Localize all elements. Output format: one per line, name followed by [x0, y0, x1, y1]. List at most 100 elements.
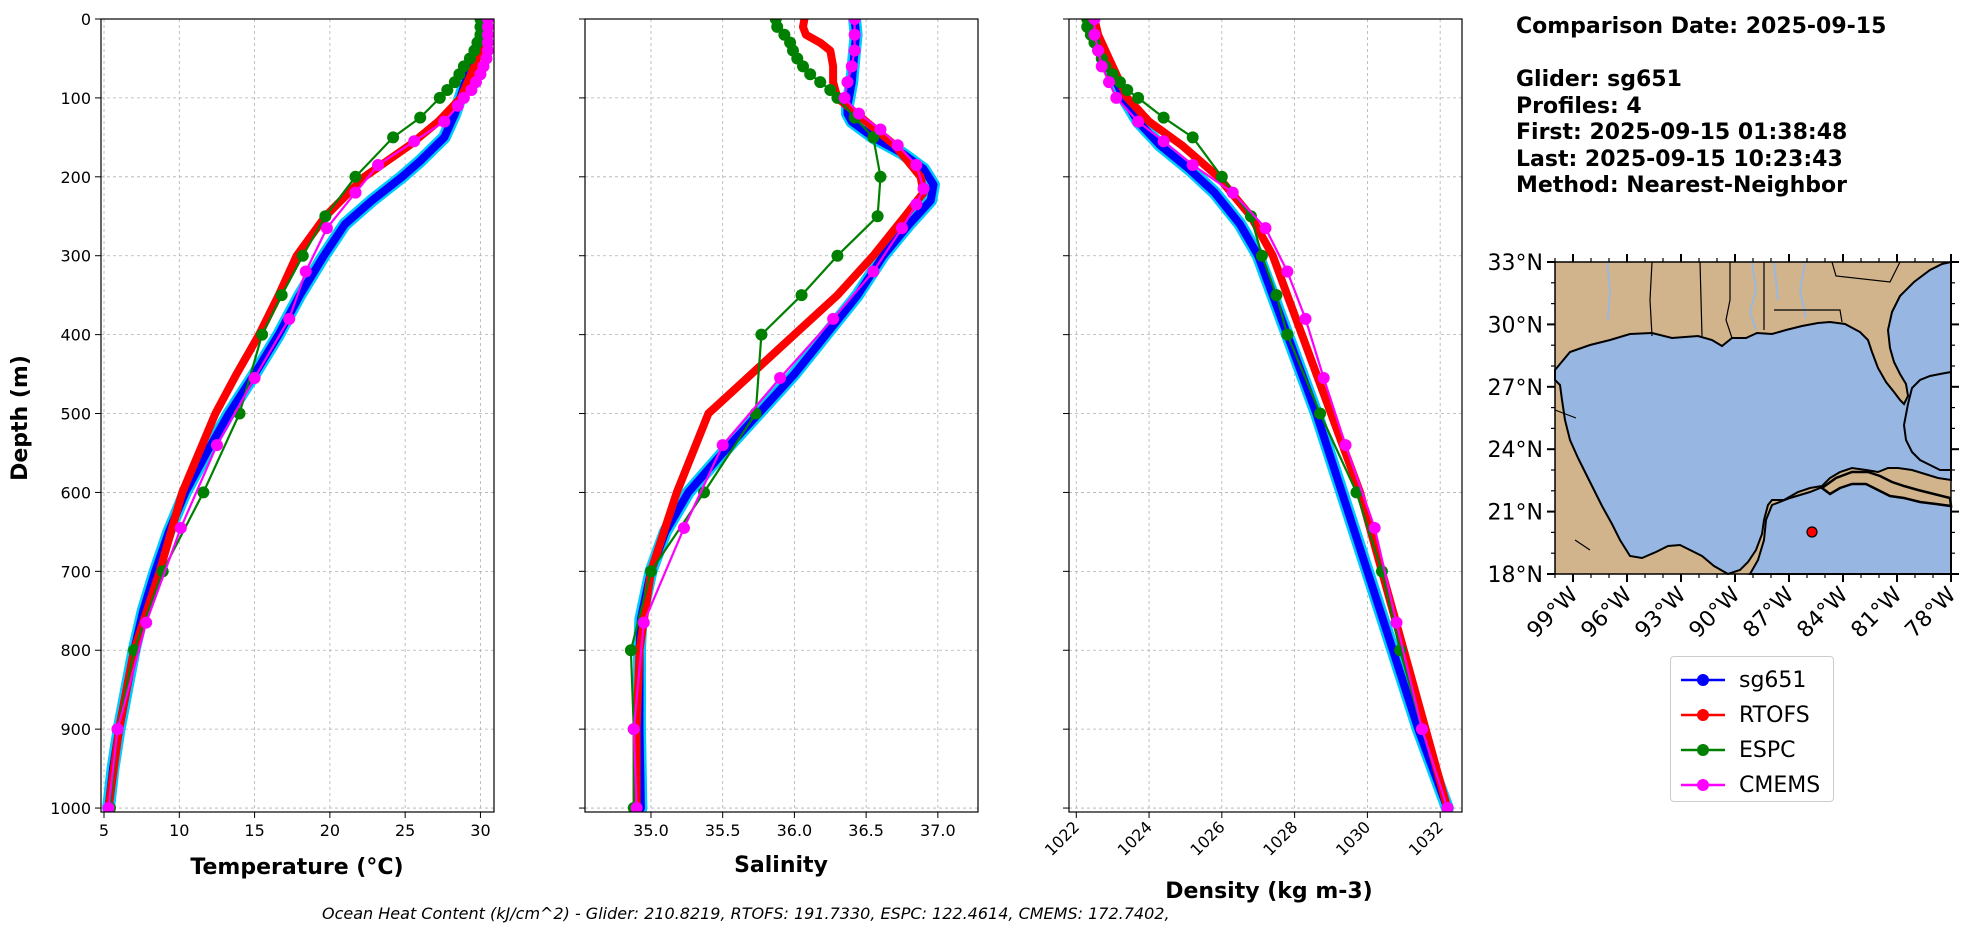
y-tick-label: 300 [60, 247, 91, 266]
x-tick-label: 15 [244, 821, 264, 840]
series-point-espc [874, 170, 887, 183]
y-tick-label: 800 [60, 641, 91, 660]
x-tick-label: 36.0 [777, 821, 813, 840]
map-y-tick-label: 33°N [1488, 251, 1543, 276]
series-point-cmems [465, 84, 478, 97]
series-point-cmems [891, 139, 904, 152]
series-point-espc [624, 644, 637, 657]
xlabel-temperature: Temperature (°C) [190, 855, 403, 880]
legend-dot [1697, 674, 1709, 686]
map-y-tick-label: 27°N [1488, 376, 1543, 401]
map-x-tick-label: 78°W [1901, 582, 1962, 643]
x-tick-label: 1032 [1405, 817, 1447, 859]
series-point-espc [349, 170, 362, 183]
series-point-cmems [1390, 616, 1403, 629]
salinity-axes: 35.0 35.5 36.0 36.5 37.0 [579, 18, 979, 840]
map-x-tick-label: 87°W [1739, 582, 1800, 643]
series-point-espc [296, 249, 309, 262]
ylabel: Depth (m) [8, 355, 33, 481]
series-point-espc [867, 131, 880, 144]
series-point-cmems [827, 312, 840, 325]
series-point-cmems [1132, 115, 1145, 128]
series-point-espc [1121, 84, 1134, 97]
x-tick-label: 30 [470, 821, 490, 840]
map-x-tick-label: 93°W [1631, 582, 1692, 643]
series-point-cmems [852, 107, 865, 120]
last-time: Last: 2025-09-15 10:23:43 [1516, 146, 1843, 172]
legend-label: ESPC [1739, 737, 1796, 763]
series-point-cmems [1281, 265, 1294, 278]
x-tick-label: 10 [169, 821, 189, 840]
series-point-cmems [910, 198, 923, 211]
x-tick-label: 25 [395, 821, 415, 840]
density-panel [1069, 19, 1462, 812]
series-point-cmems [637, 616, 650, 629]
series-point-espc [319, 210, 332, 223]
map-x-tick-label: 90°W [1685, 582, 1746, 643]
legend-label: sg651 [1739, 667, 1807, 693]
legend: sg651 RTOFS ESPC CMEMS [1670, 656, 1834, 802]
legend-item-espc: ESPC [1679, 735, 1796, 765]
legend-dot [1697, 744, 1709, 756]
series-point-cmems [910, 158, 923, 171]
gulf-map [1554, 260, 1953, 576]
series-point-espc [1255, 249, 1268, 262]
series-point-cmems [283, 312, 296, 325]
series-point-cmems [140, 616, 153, 629]
series-point-cmems [848, 28, 861, 41]
y-tick-label: 0 [81, 10, 91, 29]
series-point-espc [795, 289, 808, 302]
series-point-cmems [895, 222, 908, 235]
map-ocean-atlantic [1902, 370, 1952, 471]
xlabel-density: Density (kg m-3) [1165, 879, 1373, 904]
x-tick-label: 36.5 [848, 821, 884, 840]
map-x-tick-label: 96°W [1577, 582, 1638, 643]
series-point-cmems [1299, 312, 1312, 325]
series-point-espc [1113, 76, 1126, 89]
series-point-espc [644, 565, 657, 578]
series-point-espc [197, 486, 210, 499]
legend-swatch [1681, 779, 1725, 791]
first-time: First: 2025-09-15 01:38:48 [1516, 120, 1848, 145]
legend-item-rtofs: RTOFS [1679, 700, 1810, 730]
series-point-cmems [210, 439, 223, 452]
map-x-tick-label: 81°W [1847, 582, 1908, 643]
legend-swatch [1681, 709, 1725, 721]
series-point-espc [256, 328, 269, 341]
series-point-cmems [1110, 91, 1123, 104]
series-point-espc [797, 60, 810, 73]
series-point-cmems [1186, 158, 1199, 171]
x-tick-label: 5 [99, 821, 109, 840]
map-y-tick-label: 24°N [1488, 438, 1543, 463]
series-point-cmems [845, 60, 858, 73]
series-point-espc [387, 131, 400, 144]
glider-name: Glider: sg651 [1516, 67, 1682, 92]
legend-item-cmems: CMEMS [1679, 770, 1820, 800]
comparison-date: Comparison Date: 2025-09-15 [1516, 14, 1887, 39]
axes-frame [100, 18, 495, 813]
salinity-panel [585, 19, 978, 812]
axes-frame [584, 18, 979, 813]
map-y-tick-label: 18°N [1488, 563, 1543, 588]
series-point-cmems [349, 186, 362, 199]
series-point-espc [755, 328, 768, 341]
x-tick-label: 1030 [1332, 817, 1374, 859]
series-point-espc [1281, 328, 1294, 341]
series-point-espc [1215, 170, 1228, 183]
y-tick-label: 1000 [50, 799, 91, 818]
ohc-footer: Ocean Heat Content (kJ/cm^2) - Glider: 2… [322, 904, 1170, 923]
legend-swatch [1681, 744, 1725, 756]
x-tick-label: 1022 [1041, 817, 1083, 859]
map-x-tick-label: 99°W [1523, 582, 1584, 643]
y-tick-label: 100 [60, 89, 91, 108]
series-point-cmems [677, 521, 690, 534]
temperature-panel [101, 19, 494, 812]
series-point-cmems [1092, 44, 1105, 57]
x-tick-label: 35.0 [633, 821, 669, 840]
series-point-cmems [372, 158, 385, 171]
series-point-espc [871, 210, 884, 223]
series-point-cmems [627, 723, 640, 736]
series-point-cmems [1259, 222, 1272, 235]
method: Method: Nearest-Neighbor [1516, 173, 1847, 198]
